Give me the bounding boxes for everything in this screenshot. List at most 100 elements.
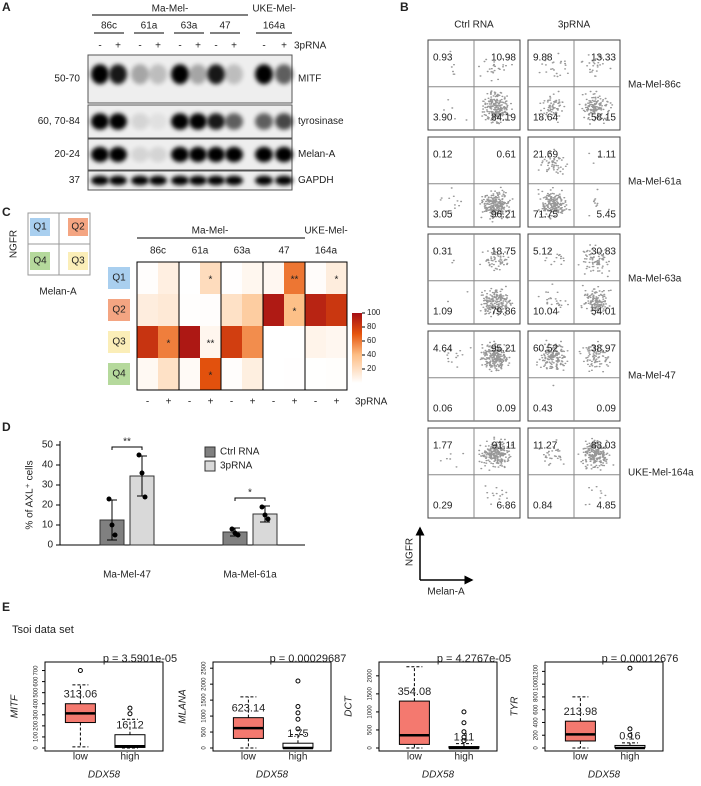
y-tick-label: 400 (34, 698, 40, 709)
treatment-label: 3pRNA (355, 397, 388, 408)
median-label: 213.98 (564, 706, 598, 718)
y-axis-label: % of AXL⁺ cells (25, 460, 36, 529)
y-tick-label: 500 (34, 687, 40, 698)
x-tick-label: Ma-Mel-47 (103, 570, 151, 581)
quadrant-label: Q1 (33, 222, 47, 233)
size-label: 60, 70-84 (38, 116, 81, 127)
quadrant-value: 21.69 (533, 150, 558, 161)
x-tick-label: high (621, 752, 640, 763)
y-tick-label: 1000 (202, 709, 208, 723)
quadrant-label: Q3 (71, 256, 85, 267)
sample-label: 86c (150, 246, 166, 257)
colorbar-label: 60 (367, 336, 376, 345)
y-tick-label: 2000 (368, 668, 374, 682)
colorbar-label: 20 (367, 364, 376, 373)
y-axis-label: MITF (10, 694, 21, 718)
blot-band (275, 113, 293, 130)
y-tick-label: 100 (34, 731, 40, 742)
y-tick-label: 20 (42, 500, 54, 511)
blot-band (149, 147, 167, 163)
x-tick-label: low (241, 752, 257, 763)
heat-cell (242, 358, 263, 390)
quadrant-label: Q2 (71, 222, 85, 233)
sign: - (98, 41, 101, 52)
sample-label: Ma-Mel-86c (628, 80, 681, 91)
blot-band (189, 176, 207, 186)
x-tick-label: high (121, 752, 140, 763)
significance-star: * (209, 371, 213, 382)
heat-cell (326, 294, 347, 326)
heat-cell (221, 358, 242, 390)
sign: + (208, 397, 214, 408)
y-tick-label: 500 (202, 726, 208, 737)
heat-cell (179, 294, 200, 326)
y-tick-label: 1000 (368, 705, 374, 719)
sign: - (188, 397, 191, 408)
heat-cell (137, 294, 158, 326)
quadrant-value: 0.09 (597, 404, 617, 415)
blot-band (255, 176, 273, 186)
heat-cell (305, 326, 326, 358)
panel-label: A (2, 0, 11, 14)
quadrant-value: 1.09 (433, 307, 453, 318)
panel-label: D (2, 420, 11, 434)
sign: - (214, 41, 217, 52)
quadrant-value: 38.97 (591, 344, 616, 355)
median-label: 0.16 (619, 730, 640, 742)
outlier (296, 717, 300, 721)
sign: + (195, 41, 201, 52)
heat-cell (221, 294, 242, 326)
sign: - (146, 397, 149, 408)
outlier (296, 711, 300, 715)
sample-label: Ma-Mel-63a (628, 274, 682, 285)
quadrant-value: 0.93 (433, 53, 453, 64)
group-label: Ma-Mel- (152, 4, 189, 15)
outlier (128, 712, 132, 716)
y-tick-label: 600 (34, 676, 40, 687)
axis-label: NGFR (405, 538, 416, 566)
significance-star: * (335, 275, 339, 286)
p-value: p = 0.00012676 (602, 653, 679, 665)
quadrant-value: 3.90 (433, 113, 453, 124)
y-tick-label: 1500 (368, 687, 374, 701)
y-axis-label: DCT (344, 695, 355, 716)
heat-cell (179, 358, 200, 390)
quadrant-value: 0.29 (433, 501, 453, 512)
heat-cell (137, 262, 158, 294)
heat-cell (305, 294, 326, 326)
quadrant-value: 6.86 (497, 501, 517, 512)
heat-cell (263, 358, 284, 390)
sign: + (250, 397, 256, 408)
quadrant-value: 54.01 (591, 307, 616, 318)
blot-band (225, 113, 243, 130)
blot-band (207, 176, 225, 186)
group-label: UKE-Mel- (304, 226, 347, 237)
quadrant-value: 0.31 (433, 247, 453, 258)
x-tick-label: high (289, 752, 308, 763)
quadrant-value: 79.86 (491, 307, 516, 318)
heat-cell (179, 262, 200, 294)
blot-band (171, 176, 189, 186)
heat-cell (179, 326, 200, 358)
blot-band (91, 176, 109, 186)
quadrant-value: 0.09 (497, 404, 517, 415)
y-tick-label: 500 (368, 724, 374, 735)
blot-band (207, 113, 225, 130)
data-point (236, 533, 241, 538)
blot-band (225, 64, 243, 84)
blot-band (131, 64, 149, 84)
x-axis-label: DDX58 (588, 770, 621, 781)
panel-label: C (2, 205, 11, 219)
quadrant-value: 1.11 (597, 150, 616, 161)
sample-label: 63a (181, 21, 198, 32)
heat-cell (200, 294, 221, 326)
sign: - (138, 41, 141, 52)
outlier (462, 710, 466, 714)
column-label: 3pRNA (558, 20, 591, 31)
significance-star: * (167, 339, 171, 350)
blot-band (131, 176, 149, 186)
quadrant-value: 84.19 (491, 113, 516, 124)
quadrant-value: 60.52 (533, 344, 558, 355)
quadrant-value: 4.85 (597, 501, 617, 512)
outlier (462, 721, 466, 725)
